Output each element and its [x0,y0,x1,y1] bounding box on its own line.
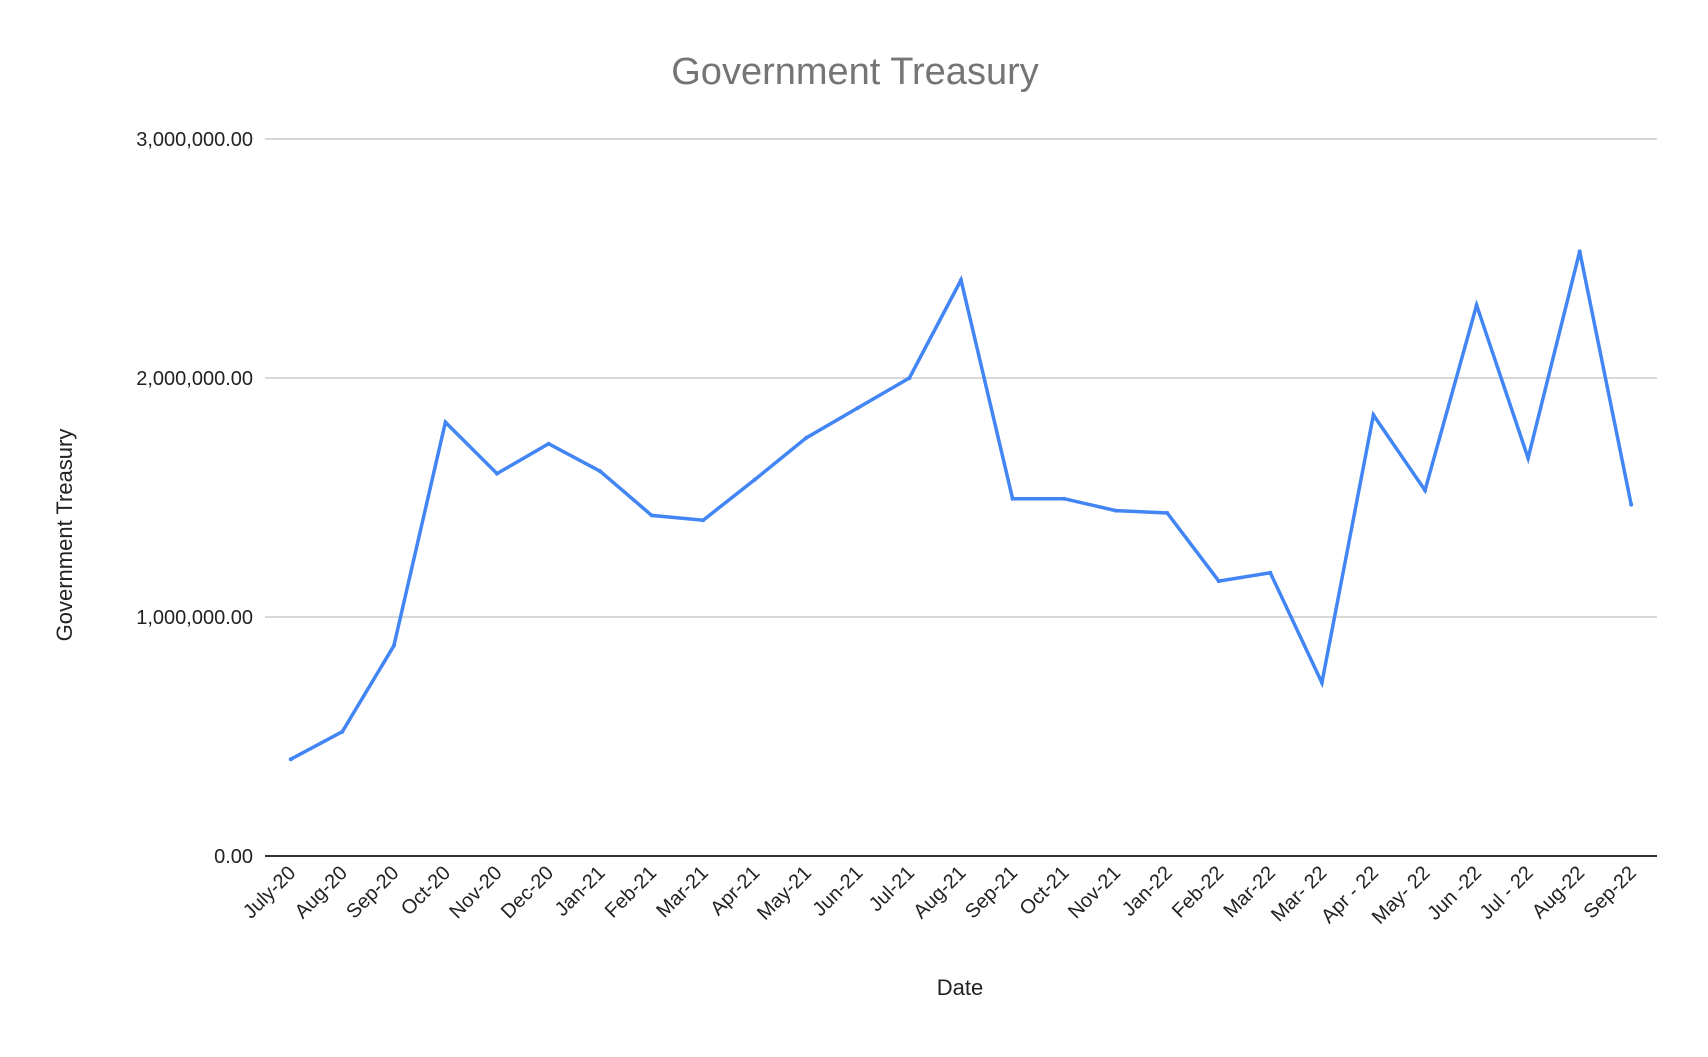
x-tick-label: Feb-22 [1168,862,1228,922]
x-tick-label: Oct-21 [1016,862,1074,920]
data-point [1526,456,1531,461]
data-point [907,376,912,380]
data-point [546,441,551,446]
y-tick-label: 2,000,000.00 [136,368,253,390]
x-tick-label: Dec-20 [497,862,558,923]
data-point [649,513,654,518]
y-tick-label: 3,000,000.00 [136,129,253,151]
x-tick-label: Jan-22 [1118,862,1177,921]
y-axis-tick-labels: 0.00 1,000,000.00 2,000,000.00 3,000,000.00 [136,129,253,868]
x-tick-label: Mar-21 [652,862,712,922]
x-tick-label: May- 22 [1368,862,1435,929]
data-point [1062,496,1067,501]
x-tick-label: Sep-21 [961,862,1022,923]
y-tick-label: 1,000,000.00 [136,607,253,629]
x-tick-label: Nov-20 [445,862,506,923]
data-point [804,435,809,440]
data-point [598,469,603,474]
data-point [288,757,293,762]
data-point [752,477,757,482]
data-point [701,518,706,523]
data-point [1423,488,1427,493]
data-point [1577,249,1582,254]
data-point [495,471,499,476]
x-axis-title: Date [937,975,983,1000]
data-point [1629,502,1634,507]
data-point [1010,496,1015,501]
chart-title: Government Treasury [671,51,1038,93]
x-tick-label: Jun -22 [1423,862,1486,925]
data-point [443,420,448,425]
y-axis-title: Government Treasury [52,429,77,642]
data-point [959,278,963,283]
x-tick-label: Jun-21 [809,862,868,921]
x-tick-label: Jan-21 [551,862,610,921]
x-tick-label: Aug-20 [291,862,352,923]
x-axis-tick-labels: July-20Aug-20Sep-20Oct-20Nov-20Dec-20Jan… [239,862,1641,929]
x-tick-label: Feb-21 [601,862,661,922]
x-tick-label: Aug-22 [1528,862,1589,923]
x-tick-label: Jul - 22 [1476,862,1538,924]
data-point [1474,303,1479,308]
x-tick-label: July-20 [239,862,300,923]
x-tick-label: Aug-21 [909,862,970,923]
series-line [289,250,1633,761]
data-point [391,643,396,648]
x-tick-label: Sep-20 [342,862,403,923]
x-tick-label: Oct-20 [397,862,455,920]
data-point [1165,511,1170,516]
data-point [1113,508,1118,513]
data-point [1319,680,1324,685]
x-tick-label: Sep-22 [1580,862,1641,923]
x-tick-label: May-21 [753,862,816,925]
data-point [855,405,860,410]
gridlines [265,138,1657,618]
data-point [1268,570,1273,575]
data-point [1216,579,1221,584]
data-point [1371,413,1376,418]
y-tick-label: 0.00 [214,846,253,868]
data-point [340,729,345,734]
x-tick-label: Nov-21 [1064,862,1125,923]
data-points [288,249,1634,762]
